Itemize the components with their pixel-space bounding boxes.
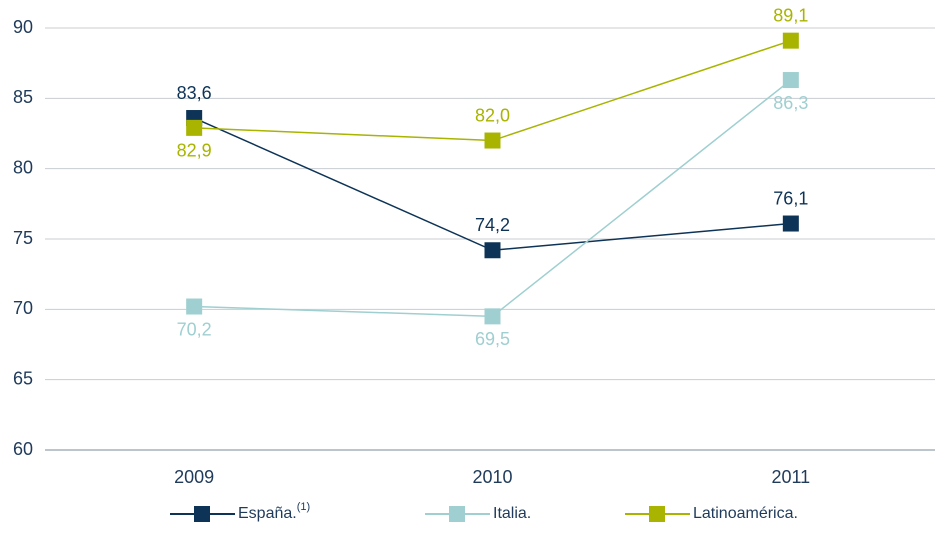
legend-marker: [649, 506, 665, 522]
y-tick-label: 90: [13, 17, 33, 37]
y-tick-label: 75: [13, 228, 33, 248]
data-label: 70,2: [177, 319, 212, 339]
y-tick-label: 85: [13, 87, 33, 107]
legend-marker: [449, 506, 465, 522]
y-tick-label: 80: [13, 157, 33, 177]
marker: [484, 242, 501, 259]
marker: [484, 308, 501, 325]
legend-name: Italia.: [493, 505, 531, 522]
data-label: 74,2: [475, 215, 510, 235]
marker: [782, 32, 799, 49]
legend-name: España.: [238, 505, 297, 522]
y-tick-label: 60: [13, 439, 33, 459]
legend-footnote: (1): [297, 501, 310, 513]
legend-name: Latinoamérica.: [693, 505, 798, 522]
x-tick-label: 2009: [174, 467, 214, 487]
series-line: [194, 39, 792, 142]
y-tick-label: 70: [13, 298, 33, 318]
marker: [782, 72, 799, 89]
legend-label: Latinoamérica.: [693, 505, 798, 522]
marker: [186, 298, 203, 315]
data-label: 82,0: [475, 105, 510, 125]
data-label: 76,1: [773, 188, 808, 208]
data-label: 89,1: [773, 5, 808, 25]
data-label: 83,6: [177, 83, 212, 103]
marker: [782, 215, 799, 232]
y-tick-label: 65: [13, 368, 33, 388]
data-label: 82,9: [177, 141, 212, 161]
legend-label: España.(1): [238, 501, 310, 522]
x-tick-label: 2010: [472, 467, 512, 487]
marker: [484, 132, 501, 149]
legend-marker: [194, 506, 210, 522]
legend-label: Italia.: [493, 505, 531, 522]
data-label: 69,5: [475, 329, 510, 349]
data-label: 86,3: [773, 93, 808, 113]
x-tick-label: 2011: [771, 467, 810, 487]
marker: [186, 119, 203, 136]
